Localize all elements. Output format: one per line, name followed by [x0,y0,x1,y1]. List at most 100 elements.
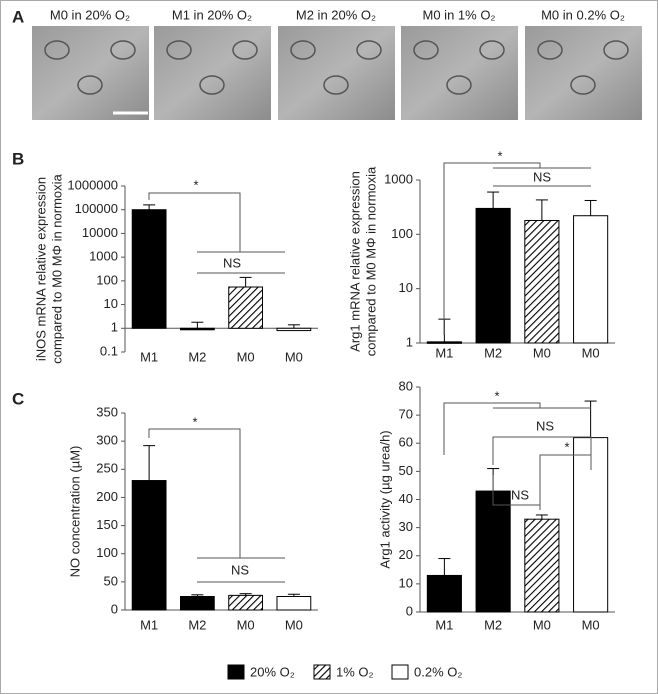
y-tick-label: 40 [399,491,413,506]
y-tick-label: 1000 [89,249,118,264]
bar [228,594,264,611]
significance-label: * [192,414,197,429]
y-tick-label: 30 [399,519,413,534]
y-tick-label: 0.1 [100,343,118,358]
bar [131,480,167,611]
cell [232,40,258,60]
cell [446,75,472,95]
y-tick-label: 150 [96,517,118,532]
bar [475,207,511,344]
bar [524,518,560,613]
significance-bracket [492,475,541,510]
cell [199,75,225,95]
bar [228,286,264,329]
y-tick-label: 0 [406,603,413,618]
cell [77,75,103,95]
x-tick-label: M2 [188,617,206,632]
bar [475,490,511,613]
significance-bracket [492,436,592,470]
x-tick-label: M0 [237,349,255,364]
x-tick-label: M0 [582,345,600,360]
cell [413,40,439,60]
micrograph [154,26,271,120]
y-axis-label: iNOS mRNA relative expression [33,177,48,361]
y-tick-label: 100 [96,272,118,287]
significance-bracket [148,192,241,252]
y-axis-label: compared to M0 MΦ in normoxia [49,173,64,363]
legend-label: 1% O₂ [336,664,374,679]
image-caption: M0 in 0.2% O₂ [541,7,625,22]
legend-label: 0.2% O₂ [414,664,462,679]
significance-label: NS [511,487,529,502]
significance-label: NS [231,562,249,577]
y-tick-label: 10 [399,280,413,295]
image-caption: M2 in 20% O₂ [296,7,376,22]
y-tick-label: 10 [399,575,413,590]
cell [537,40,563,60]
cell [570,75,596,95]
x-tick-label: M0 [533,345,551,360]
y-tick-label: 1000 [384,171,413,186]
bar [524,219,560,344]
x-tick-label: M1 [435,617,453,632]
x-tick-label: M1 [140,617,158,632]
y-tick-label: 200 [96,489,118,504]
y-tick-label: 1 [111,320,118,335]
legend-swatch [391,664,409,680]
y-axis-label: NO concentration (µM) [67,446,82,578]
y-tick-label: 350 [96,404,118,419]
significance-label: NS [533,169,551,184]
micrograph [401,26,518,120]
x-tick-label: M0 [285,617,303,632]
bar [276,595,312,611]
y-tick-label: 100000 [75,201,118,216]
bar [179,595,215,611]
cell [44,40,70,60]
cell [110,40,136,60]
y-tick-label: 100 [391,226,413,241]
significance-bracket [539,454,592,508]
y-tick-label: 50 [399,463,413,478]
y-tick-label: 1000000 [67,177,118,192]
cell [323,75,349,95]
y-tick-label: 100 [96,545,118,560]
significance-label: * [564,439,569,454]
x-tick-label: M2 [484,617,502,632]
legend-swatch [227,664,245,680]
y-tick-label: 10000 [82,225,118,240]
micrograph [525,26,642,120]
bar [276,327,312,332]
bar [426,341,462,344]
bar [426,574,462,613]
legend-swatch [313,664,331,680]
y-tick-label: 20 [399,547,413,562]
significance-bracket [443,402,541,455]
significance-label: NS [536,418,554,433]
image-caption: M0 in 1% O₂ [423,7,496,22]
panel-label: C [12,389,24,408]
x-tick-label: M2 [484,345,502,360]
bar [131,209,167,329]
significance-label: * [497,148,502,163]
x-tick-label: M1 [435,345,453,360]
cell [166,40,192,60]
micrograph [32,26,149,120]
y-tick-label: 1 [406,334,413,349]
bar [573,215,609,344]
significance-label: * [494,388,499,403]
micrograph [278,26,395,120]
significance-bracket [148,428,241,558]
cell [356,40,382,60]
y-axis-label: Arg1 activity (µg urea/h) [377,430,392,568]
x-tick-label: M0 [285,349,303,364]
y-tick-label: 300 [96,433,118,448]
y-tick-label: 80 [399,378,413,393]
x-tick-label: M0 [533,617,551,632]
x-tick-label: M1 [140,349,158,364]
cell [603,40,629,60]
image-caption: M1 in 20% O₂ [172,7,252,22]
y-axis-label: Arg1 mRNA relative expression [347,171,362,352]
y-axis-label: compared to M0 MΦ in normoxia [363,166,378,356]
y-tick-label: 50 [104,573,118,588]
